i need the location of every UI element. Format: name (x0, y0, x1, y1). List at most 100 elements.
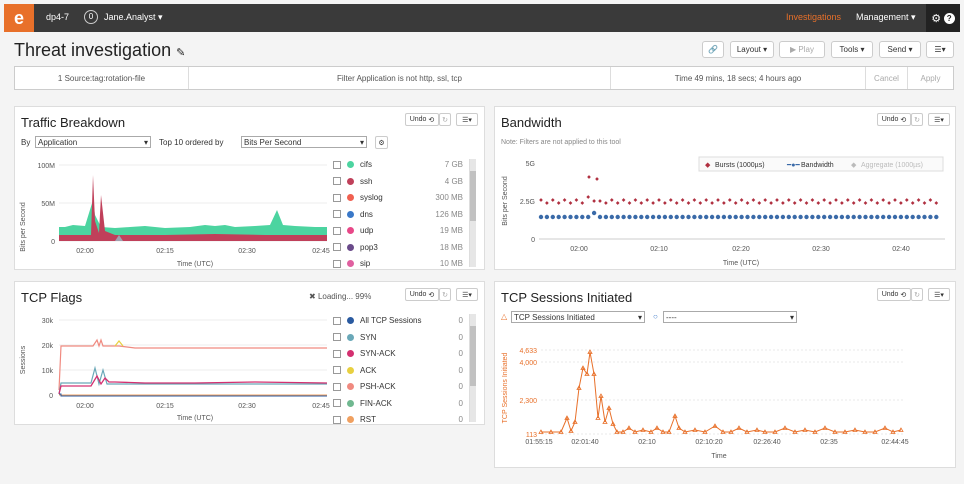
legend-item[interactable]: FIN-ACK 0 (333, 396, 463, 411)
legend-checkbox[interactable] (333, 415, 341, 424)
bandwidth-yticks: 5G 2.5G 0 (520, 161, 535, 244)
metric1-select[interactable]: TCP Sessions Initiated ▾ (511, 311, 645, 323)
user-menu[interactable]: Jane.Analyst ▾ (104, 12, 163, 22)
send-button[interactable]: Send ▾ (879, 41, 921, 58)
legend-scrollbar[interactable] (469, 314, 476, 422)
legend-item[interactable]: SYN-ACK 0 (333, 346, 463, 361)
legend-checkbox[interactable] (333, 226, 341, 235)
legend-bandwidth[interactable]: Bandwidth (801, 162, 834, 169)
legend-aggregate-icon: ◆ (851, 162, 857, 169)
legend-checkbox[interactable] (333, 333, 341, 341)
filter-application[interactable]: Filter Application is not http, ssl, tcp (189, 67, 611, 89)
tcp-flags-yticks: 30k 20k 10k 0 (42, 318, 327, 400)
apply-button[interactable]: Apply (920, 73, 941, 83)
burst-point (568, 201, 573, 205)
legend-checkbox[interactable] (333, 349, 341, 358)
legend-item[interactable]: ssh 4 GB (333, 174, 463, 189)
legend-item[interactable]: dns 126 MB (333, 207, 463, 222)
legend-bursts[interactable]: Bursts (1000µs) (715, 162, 765, 169)
legend-checkbox[interactable] (333, 193, 341, 202)
order-select[interactable]: Bits Per Second ▾ (241, 136, 367, 148)
undo-button[interactable]: Undo ⟲ (405, 288, 439, 301)
circle-icon: ○ (653, 312, 658, 321)
tcp-sessions-xlabel: Time (711, 453, 726, 460)
legend-checkbox[interactable] (333, 366, 341, 374)
menu-button[interactable]: ☰▾ (926, 41, 954, 58)
legend-aggregate[interactable]: Aggregate (1000µs) (861, 162, 923, 169)
filter-source[interactable]: 1 Source:tag:rotation-file (15, 67, 189, 89)
nav-investigations[interactable]: Investigations (786, 12, 842, 22)
layout-button[interactable]: Layout ▾ (730, 41, 774, 58)
settings-button[interactable]: ⚙ (375, 136, 388, 149)
legend-checkbox[interactable] (333, 243, 341, 251)
legend-color-dot (347, 210, 354, 218)
tcp-flags-xticks: 02:00 02:15 02:30 02:45 (76, 403, 330, 410)
metric2-select[interactable]: ---- ▾ (663, 311, 797, 323)
notification-badge[interactable]: 0 (84, 10, 98, 24)
redo-icon[interactable]: ↻ (911, 288, 923, 301)
undo-button[interactable]: Undo ⟲ (405, 113, 439, 126)
scrollbar-thumb[interactable] (470, 171, 476, 221)
tools-button[interactable]: Tools ▾ (831, 41, 873, 58)
session-point (591, 371, 597, 376)
gear-icon[interactable]: ⚙ (931, 12, 942, 25)
redo-icon[interactable]: ↻ (911, 113, 923, 126)
nav-management[interactable]: Management ▾ (856, 12, 916, 22)
scrollbar-thumb[interactable] (470, 326, 476, 386)
help-icon[interactable]: ? (943, 12, 955, 24)
legend-scrollbar[interactable] (469, 159, 476, 267)
bandwidth-point (804, 214, 809, 220)
legend-item[interactable]: RST 0 (333, 412, 463, 427)
tcp-sessions-title: TCP Sessions Initiated (501, 290, 633, 305)
legend-item[interactable]: ACK 0 (333, 363, 463, 378)
legend-item[interactable]: pop3 18 MB (333, 240, 463, 255)
legend-checkbox[interactable] (333, 259, 341, 268)
legend-checkbox[interactable] (333, 210, 341, 218)
redo-icon[interactable]: ↻ (439, 113, 451, 126)
send-label: Send (887, 45, 907, 54)
redo-icon[interactable]: ↻ (439, 288, 451, 301)
burst-point (798, 198, 803, 202)
pencil-icon[interactable]: ✎ (176, 47, 186, 59)
legend-color-dot (347, 177, 354, 185)
burst-point (692, 198, 697, 202)
panel-menu-button[interactable]: ☰▾ (928, 288, 950, 301)
close-icon[interactable]: ✖ (309, 292, 316, 301)
bandwidth-point (550, 214, 555, 220)
session-point (736, 425, 742, 430)
burst-point (840, 201, 844, 205)
legend-item[interactable]: sip 10 MB (333, 256, 463, 271)
legend-checkbox[interactable] (333, 316, 341, 325)
cancel-button[interactable]: Cancel (866, 67, 908, 89)
undo-button[interactable]: Undo ⟲ (877, 113, 911, 126)
legend-label: PSH-ACK (360, 382, 396, 391)
legend-checkbox[interactable] (333, 399, 341, 407)
legend-value: 126 MB (435, 209, 463, 219)
link-button[interactable]: 🔗 (702, 41, 724, 58)
undo-button[interactable]: Undo ⟲ (877, 288, 911, 301)
legend-item[interactable]: cifs 7 GB (333, 157, 463, 172)
y-tick-label: 10k (42, 368, 54, 375)
legend-color-dot (347, 383, 354, 390)
app-logo[interactable]: e (4, 4, 34, 32)
bandwidth-point (721, 214, 727, 220)
legend-item[interactable]: syslog 300 MB (333, 190, 463, 205)
legend-item[interactable]: SYN 0 (333, 330, 463, 345)
y-tick-label: 4,000 (519, 360, 537, 367)
by-select[interactable]: Application ▾ (35, 136, 151, 148)
play-button[interactable]: ▶ Play (779, 41, 825, 58)
legend-value: 0 (458, 415, 463, 424)
device-name[interactable]: dp4-7 (46, 12, 70, 22)
legend-checkbox[interactable] (333, 177, 341, 185)
legend-item[interactable]: PSH-ACK 0 (333, 379, 463, 394)
legend-checkbox[interactable] (333, 160, 341, 169)
panel-menu-button[interactable]: ☰▾ (456, 288, 478, 301)
legend-checkbox[interactable] (333, 382, 341, 391)
y-tick-label: 0 (51, 239, 55, 246)
panel-menu-button[interactable]: ☰▾ (456, 113, 478, 126)
legend-item[interactable]: udp 19 MB (333, 223, 463, 238)
panel-menu-button[interactable]: ☰▾ (928, 113, 950, 126)
filter-time[interactable]: Time 49 mins, 18 secs; 4 hours ago (611, 67, 866, 89)
legend-item[interactable]: All TCP Sessions 0 (333, 313, 463, 328)
session-point (602, 419, 608, 424)
